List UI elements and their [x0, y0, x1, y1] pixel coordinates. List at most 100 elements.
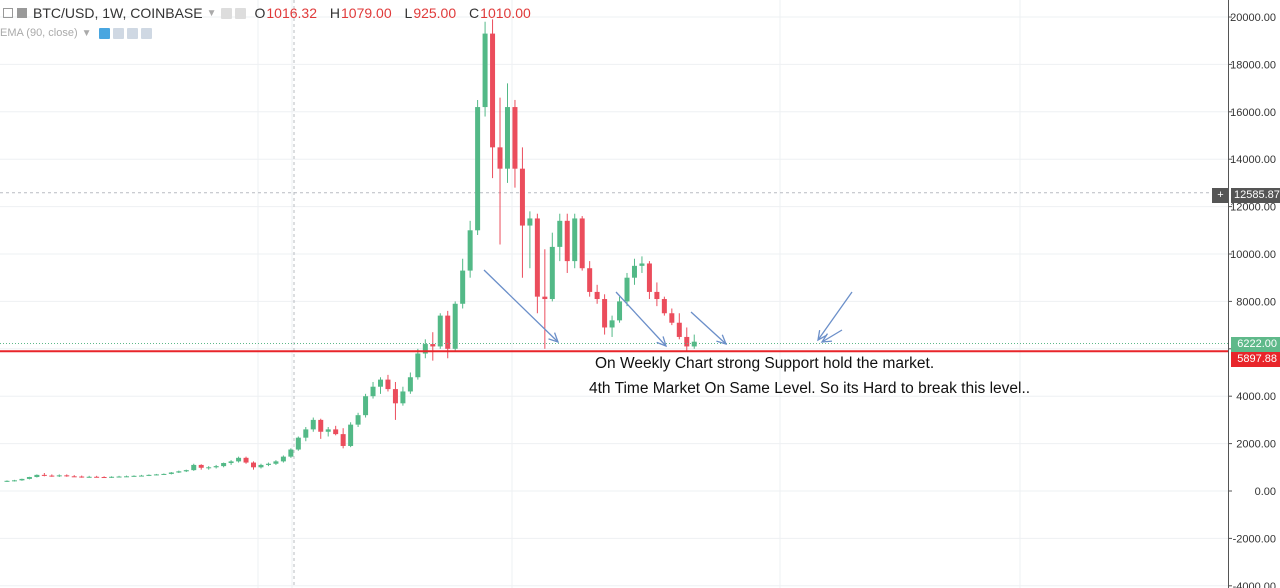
candle-body — [191, 464, 197, 471]
grid — [0, 0, 1228, 588]
price-tick-label: 20000.00 — [1230, 12, 1276, 24]
crosshair-plus-icon[interactable]: + — [1212, 188, 1229, 203]
candle-down — [587, 261, 593, 297]
arrow-head — [656, 336, 668, 348]
indicator-label[interactable]: EMA (90, close) — [0, 27, 78, 39]
candle-body — [370, 386, 376, 397]
price-tick-label: 12000.00 — [1230, 202, 1276, 214]
candle-body — [243, 457, 249, 463]
candle-up — [400, 386, 406, 406]
symbol-title[interactable]: BTC/USD, 1W, COINBASE — [33, 5, 203, 21]
candle-body — [609, 320, 615, 328]
visibility-icon[interactable] — [234, 7, 246, 19]
candle-body — [221, 463, 227, 467]
close-icon[interactable] — [140, 27, 152, 39]
candle-body — [355, 415, 361, 425]
candle-body — [392, 389, 398, 404]
chevron-down-icon[interactable]: ▼ — [206, 7, 217, 19]
candle-body — [400, 391, 406, 404]
candle-down — [497, 97, 503, 245]
candle-up — [295, 436, 301, 451]
candle-body — [378, 379, 383, 387]
candle-body — [572, 218, 578, 262]
candle-body — [557, 220, 563, 247]
candle-up — [4, 480, 10, 482]
candle-up — [572, 213, 578, 269]
candle-down — [101, 476, 107, 479]
candle-up — [116, 475, 122, 478]
candle-body — [437, 315, 443, 347]
arrow-head — [716, 334, 728, 346]
candle-body — [56, 475, 62, 477]
arrow — [820, 329, 843, 343]
candle-up — [348, 422, 354, 448]
candle-up — [355, 412, 361, 428]
eye-icon[interactable] — [98, 27, 110, 39]
candle-body — [124, 476, 130, 478]
arrow-shaft — [817, 291, 853, 341]
candle-up — [639, 256, 645, 273]
settings-icon[interactable] — [220, 7, 232, 19]
candle-down — [340, 428, 346, 449]
candle-body — [467, 230, 473, 271]
candle-up — [288, 448, 294, 458]
candle-body — [430, 344, 436, 347]
candle-up — [19, 478, 25, 481]
ohlc-open-key: O — [254, 5, 266, 21]
chart-header: BTC/USD, 1W, COINBASE ▼ O1016.32 H1079.0… — [0, 0, 540, 26]
candle-up — [557, 213, 563, 262]
arrow — [817, 291, 853, 342]
candle-down — [430, 332, 436, 361]
candle-body — [407, 377, 413, 392]
symbol-icon — [17, 8, 27, 18]
candle-down — [684, 327, 690, 352]
candle-down — [385, 374, 391, 392]
candle-down — [542, 249, 548, 349]
candle-body — [228, 461, 234, 464]
candle-body — [41, 474, 47, 476]
candle-body — [183, 470, 189, 472]
candle-body — [422, 344, 428, 354]
candle-up — [691, 334, 697, 349]
candle-up — [609, 315, 615, 337]
candle-up — [407, 372, 413, 394]
candle-body — [452, 303, 458, 349]
candle-body — [639, 263, 645, 266]
candle-body — [251, 462, 257, 468]
candle-down — [392, 381, 398, 420]
candle-body — [168, 472, 174, 474]
candle-body — [691, 341, 697, 347]
candle-body — [19, 478, 25, 481]
settings-icon[interactable] — [112, 27, 124, 39]
candle-body — [497, 147, 503, 169]
candle-up — [183, 469, 189, 473]
candle-down — [512, 99, 518, 188]
candle-body — [26, 477, 32, 479]
candle-body — [504, 107, 510, 169]
candle-body — [11, 480, 17, 482]
candle-down — [333, 425, 339, 436]
price-tick-label: -4000.00 — [1233, 581, 1276, 588]
candle-up — [228, 460, 234, 465]
collapse-icon[interactable] — [3, 8, 13, 18]
candle-down — [676, 313, 682, 340]
price-tick-label: 4000.00 — [1236, 391, 1276, 403]
crosshair-price-tag: 12585.87 — [1231, 188, 1280, 203]
add-icon[interactable] — [126, 27, 138, 39]
candle-up — [370, 381, 376, 399]
candle-body — [631, 265, 637, 278]
candle-body — [363, 396, 369, 416]
indicator-chevron-icon[interactable]: ▼ — [81, 27, 92, 39]
candle-up — [191, 463, 197, 471]
candle-up — [161, 473, 167, 475]
candle-up — [206, 466, 212, 470]
candles — [4, 19, 697, 482]
candle-down — [41, 472, 47, 477]
candle-body — [94, 476, 100, 478]
candle-up — [415, 348, 421, 380]
candle-body — [333, 429, 339, 435]
candle-up — [146, 474, 152, 477]
arrow-head — [548, 332, 560, 344]
candle-up — [221, 462, 227, 468]
